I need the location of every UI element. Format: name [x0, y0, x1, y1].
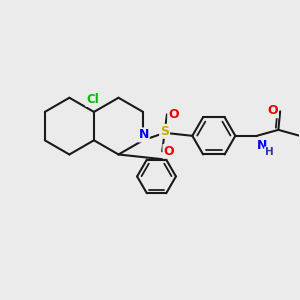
Text: N: N [139, 128, 149, 141]
Text: O: O [168, 108, 179, 121]
Text: S: S [160, 125, 169, 138]
Text: Cl: Cl [86, 93, 99, 106]
Text: O: O [164, 145, 174, 158]
Text: O: O [267, 104, 278, 117]
Text: H: H [265, 147, 274, 157]
Text: N: N [257, 139, 267, 152]
